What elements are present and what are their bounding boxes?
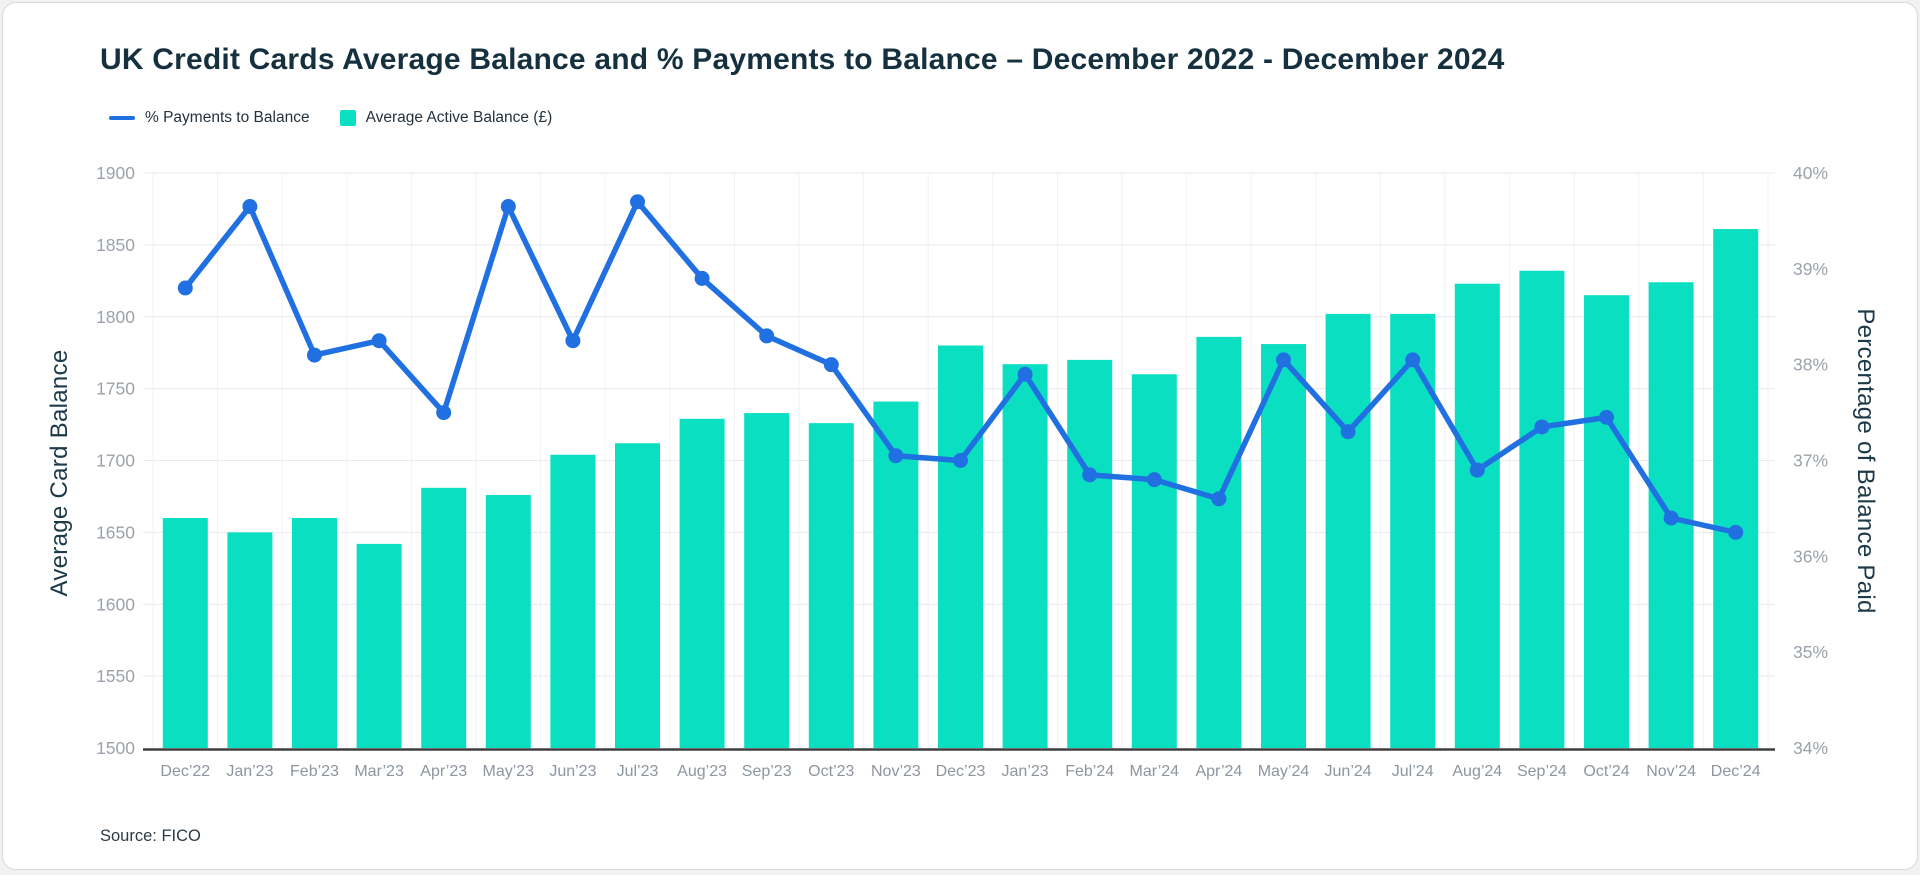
x-tick-label: Sep’23 bbox=[742, 763, 792, 780]
bar-4 bbox=[421, 488, 466, 748]
line-point-7 bbox=[630, 194, 645, 209]
bar-0 bbox=[163, 518, 208, 748]
right-tick-label: 35% bbox=[1793, 642, 1828, 662]
line-point-11 bbox=[888, 448, 903, 463]
x-tick-label: Nov’24 bbox=[1646, 763, 1696, 780]
right-tick-label: 38% bbox=[1793, 355, 1828, 375]
line-point-9 bbox=[759, 328, 774, 343]
bar-3 bbox=[357, 544, 402, 748]
bar-16 bbox=[1196, 337, 1241, 748]
bar-14 bbox=[1067, 360, 1112, 748]
bar-20 bbox=[1455, 284, 1500, 748]
line-point-2 bbox=[307, 348, 322, 363]
x-tick-label: Aug’24 bbox=[1452, 763, 1502, 780]
x-tick-label: Feb’24 bbox=[1065, 763, 1114, 780]
line-point-5 bbox=[501, 199, 516, 214]
line-point-21 bbox=[1534, 419, 1549, 434]
right-axis-title: Percentage of Balance Paid bbox=[1851, 229, 1879, 693]
bar-2 bbox=[292, 518, 337, 748]
combo-chart: 1500 1550 1600 1650 1700 1750 1800 1850 1900 34% 3… bbox=[3, 3, 1920, 875]
line-point-10 bbox=[824, 357, 839, 372]
left-axis-title: Average Card Balance bbox=[46, 243, 74, 703]
line-point-13 bbox=[1018, 367, 1033, 382]
line-point-20 bbox=[1470, 463, 1485, 478]
bar-8 bbox=[680, 419, 725, 748]
right-tick-label: 34% bbox=[1793, 738, 1828, 758]
line-point-3 bbox=[372, 333, 387, 348]
x-tick-label: May’24 bbox=[1258, 763, 1310, 780]
line-point-1 bbox=[242, 199, 257, 214]
x-tick-label: Jan’23 bbox=[1002, 763, 1049, 780]
left-tick-label: 1700 bbox=[96, 451, 135, 471]
line-point-19 bbox=[1405, 352, 1420, 367]
bar-6 bbox=[550, 455, 595, 748]
bar-13 bbox=[1003, 364, 1048, 748]
x-tick-label: Oct’23 bbox=[808, 763, 854, 780]
right-tick-label: 40% bbox=[1793, 163, 1828, 183]
x-tick-label: Dec’24 bbox=[1711, 763, 1761, 780]
x-tick-label: Apr’23 bbox=[420, 763, 467, 780]
line-point-22 bbox=[1599, 410, 1614, 425]
x-tick-label: Oct’24 bbox=[1583, 763, 1629, 780]
bar-5 bbox=[486, 495, 531, 748]
left-tick-label: 1850 bbox=[96, 235, 135, 255]
line-point-12 bbox=[953, 453, 968, 468]
source-note: Source: FICO bbox=[100, 827, 201, 846]
left-tick-label: 1900 bbox=[96, 163, 135, 183]
x-tick-label: Nov’23 bbox=[871, 763, 921, 780]
x-tick-label: Jul’23 bbox=[617, 763, 659, 780]
left-tick-label: 1500 bbox=[96, 738, 135, 758]
line-point-14 bbox=[1082, 467, 1097, 482]
left-tick-label: 1550 bbox=[96, 666, 135, 686]
bar-15 bbox=[1132, 374, 1177, 748]
line-point-17 bbox=[1276, 352, 1291, 367]
x-tick-label: Mar’24 bbox=[1130, 763, 1180, 780]
left-tick-label: 1650 bbox=[96, 522, 135, 542]
x-tick-label: Aug’23 bbox=[677, 763, 727, 780]
bar-12 bbox=[938, 346, 983, 749]
x-tick-label: Mar’23 bbox=[354, 763, 404, 780]
line-point-6 bbox=[565, 333, 580, 348]
bar-1 bbox=[227, 532, 272, 748]
x-tick-label: Jun’23 bbox=[549, 763, 596, 780]
bar-7 bbox=[615, 443, 660, 748]
line-point-23 bbox=[1664, 511, 1679, 526]
x-tick-label: Jun’24 bbox=[1325, 763, 1372, 780]
line-point-15 bbox=[1147, 472, 1162, 487]
x-tick-label: Jan’23 bbox=[226, 763, 273, 780]
x-tick-label: May’23 bbox=[483, 763, 535, 780]
right-tick-label: 37% bbox=[1793, 451, 1828, 471]
left-tick-label: 1800 bbox=[96, 307, 135, 327]
left-tick-label: 1750 bbox=[96, 379, 135, 399]
x-tick-label: Jul’24 bbox=[1392, 763, 1434, 780]
line-point-18 bbox=[1341, 424, 1356, 439]
right-tick-label: 36% bbox=[1793, 546, 1828, 566]
bar-21 bbox=[1519, 271, 1564, 748]
bar-10 bbox=[809, 423, 854, 748]
line-point-16 bbox=[1211, 491, 1226, 506]
x-tick-label: Sep’24 bbox=[1517, 763, 1567, 780]
left-tick-label: 1600 bbox=[96, 594, 135, 614]
line-point-8 bbox=[695, 271, 710, 286]
x-tick-label: Dec’23 bbox=[936, 763, 986, 780]
bar-17 bbox=[1261, 344, 1306, 748]
line-point-0 bbox=[178, 281, 193, 296]
bar-22 bbox=[1584, 295, 1629, 748]
bar-24 bbox=[1713, 229, 1758, 748]
line-point-24 bbox=[1728, 525, 1743, 540]
line-point-4 bbox=[436, 405, 451, 420]
x-tick-label: Feb’23 bbox=[290, 763, 339, 780]
x-tick-label: Apr’24 bbox=[1195, 763, 1242, 780]
right-tick-label: 39% bbox=[1793, 259, 1828, 279]
x-tick-label: Dec’22 bbox=[160, 763, 210, 780]
bar-9 bbox=[744, 413, 789, 748]
bar-18 bbox=[1326, 314, 1371, 748]
